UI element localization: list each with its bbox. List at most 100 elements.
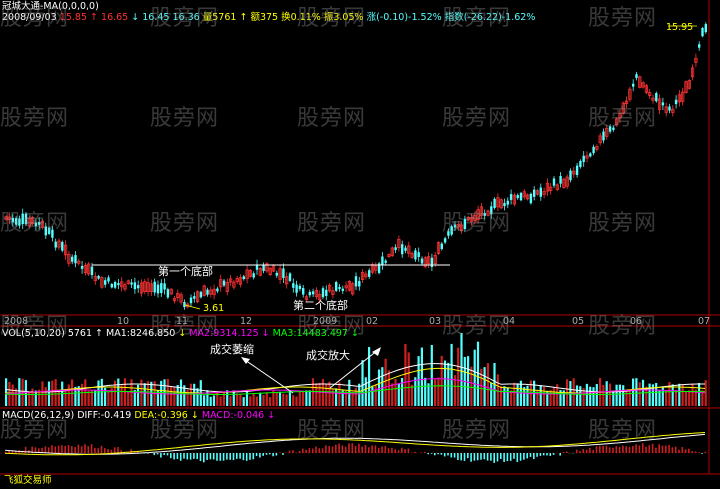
volume-bar xyxy=(219,396,222,406)
macd-bar xyxy=(97,448,99,453)
macd-bar xyxy=(404,449,406,453)
macd-bar xyxy=(94,447,96,453)
quote-date: 2008/09/03 xyxy=(2,12,57,23)
macd-bar xyxy=(684,449,687,453)
macd-bar xyxy=(437,453,439,455)
volume-bar xyxy=(424,377,427,406)
volume-bar xyxy=(245,390,249,406)
macd-bar xyxy=(242,453,245,461)
candle-body xyxy=(104,280,107,285)
volume-bar xyxy=(239,394,242,406)
volume-bar xyxy=(232,390,235,406)
candle-body xyxy=(585,155,589,159)
volume-bar xyxy=(371,385,374,406)
quote-low: 16.45 xyxy=(142,12,170,23)
candle-body xyxy=(552,178,556,186)
volume-bar xyxy=(173,386,176,406)
volume-bar xyxy=(292,395,295,406)
volume-bar xyxy=(595,384,598,406)
volume-bar xyxy=(203,395,206,406)
candle-body xyxy=(61,241,64,251)
candle-body xyxy=(381,256,384,266)
candle-body xyxy=(288,273,292,281)
macd-bar xyxy=(625,446,627,453)
macd-bar xyxy=(500,453,502,459)
macd-bar xyxy=(394,449,396,453)
candle-body xyxy=(262,264,265,272)
arrow-down-icon: ↓ xyxy=(261,328,270,339)
candle-body xyxy=(426,256,431,265)
volume-bar xyxy=(229,396,232,406)
candle-body xyxy=(93,276,97,281)
volume-bar xyxy=(216,391,219,406)
macd-bar xyxy=(391,447,393,453)
volume-bar xyxy=(94,390,97,406)
volume-bar xyxy=(358,383,361,406)
volume-bar xyxy=(632,378,635,406)
volume-bar xyxy=(226,390,229,406)
macd-bar xyxy=(209,453,212,460)
candle-body xyxy=(387,254,391,258)
candle-body xyxy=(71,256,74,262)
candle-body xyxy=(27,217,31,227)
macd-diff-line xyxy=(4,433,706,455)
macd-bar xyxy=(645,446,647,453)
candle-body xyxy=(390,247,394,256)
candle-body xyxy=(602,131,605,141)
volume-bar xyxy=(506,387,509,406)
candle-body xyxy=(117,283,120,286)
candle-body xyxy=(47,227,51,234)
volume-shrink-label: 成交萎缩 xyxy=(210,343,254,356)
candle-body xyxy=(364,273,368,278)
candle-body xyxy=(533,189,536,197)
volume-bar xyxy=(212,395,216,406)
macd-bar xyxy=(585,449,588,453)
candle-body xyxy=(466,216,470,221)
candle-body xyxy=(691,67,695,78)
candle-body xyxy=(417,252,420,258)
candle-body xyxy=(232,281,236,288)
macd-bar xyxy=(90,444,93,453)
candle-body xyxy=(450,226,453,235)
candle-body xyxy=(579,160,582,167)
shrink-arrow-line xyxy=(244,359,294,394)
candle-body xyxy=(519,192,523,201)
candle-body xyxy=(308,291,311,296)
macd-bar xyxy=(407,448,410,453)
candle-body xyxy=(651,97,655,101)
expand-arrow-line xyxy=(329,349,379,389)
candle-body xyxy=(582,155,585,163)
volume-bar xyxy=(397,383,400,406)
macd-bar xyxy=(539,453,542,456)
macd-bar xyxy=(47,447,50,453)
volume-bar xyxy=(255,396,258,406)
macd-bar xyxy=(476,453,479,461)
brand-label: 飞狐交易师 xyxy=(4,475,52,486)
macd-bar xyxy=(384,446,387,453)
macd-bar xyxy=(440,453,443,455)
macd-bar xyxy=(694,451,697,453)
candle-body xyxy=(496,197,500,208)
volume-bar xyxy=(440,355,443,406)
candle-body xyxy=(592,146,595,154)
macd-bar xyxy=(11,451,14,453)
volume-bar xyxy=(460,332,463,406)
volume-bar xyxy=(546,390,549,406)
macd-bar xyxy=(325,445,327,453)
volume-bar xyxy=(87,391,90,406)
macd-bar xyxy=(453,453,456,458)
volume-bar xyxy=(394,378,397,406)
volume-bar xyxy=(176,384,179,406)
candle-body xyxy=(516,195,519,199)
volume-bar xyxy=(701,390,704,406)
macd-bar xyxy=(100,445,103,453)
candle-body xyxy=(368,270,371,277)
macd-bar xyxy=(107,449,109,453)
volume-bar xyxy=(14,388,18,406)
macd-bar xyxy=(186,453,189,460)
candle-body xyxy=(258,268,262,276)
candle-body xyxy=(137,285,140,289)
candle-body xyxy=(107,277,110,282)
volume-bar xyxy=(648,383,651,406)
